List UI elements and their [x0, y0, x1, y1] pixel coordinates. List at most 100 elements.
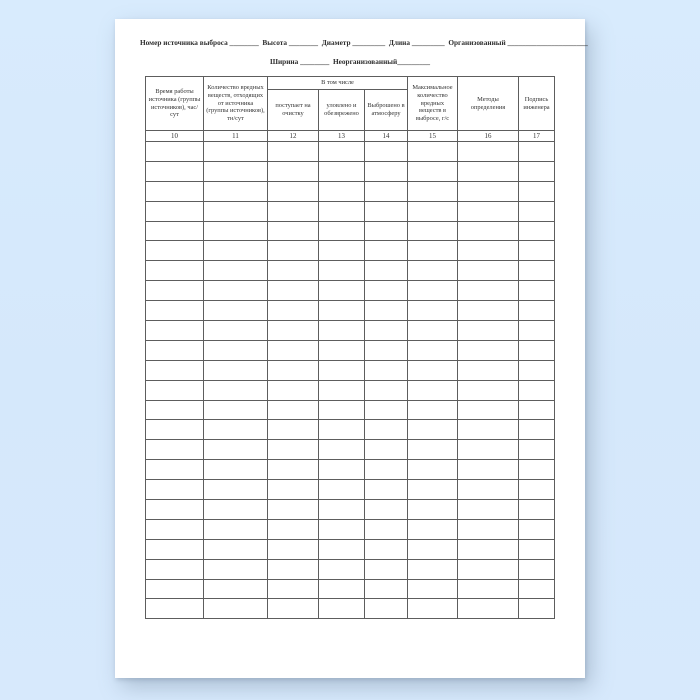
table-cell: [318, 578, 365, 600]
table-row: [145, 578, 555, 600]
table-cell: [318, 459, 365, 481]
table-cell: [267, 479, 319, 501]
table-cell: [145, 518, 204, 540]
table-cell: [318, 240, 365, 262]
table-cell: [364, 479, 408, 501]
table-cell: [318, 499, 365, 520]
table-cell: [145, 538, 204, 560]
table-cell: [518, 419, 555, 441]
table-cell: [203, 459, 268, 481]
table-cell: [407, 141, 458, 162]
table-row: [145, 220, 555, 242]
table-cell: [518, 300, 555, 322]
table-cell: [518, 459, 555, 481]
table-cell: [407, 320, 458, 341]
column-header-work-time: Время работы источника (группы источнико…: [145, 76, 204, 131]
table-header: Время работы источника (группы источнико…: [145, 76, 555, 142]
table-cell: [318, 200, 365, 222]
column-number: 10: [145, 130, 204, 142]
table-row: [145, 558, 555, 580]
table-cell: [457, 160, 519, 182]
table-cell: [203, 180, 268, 202]
table-cell: [457, 419, 519, 441]
column-number: 13: [318, 130, 365, 142]
table-cell: [518, 518, 555, 540]
table-cell: [457, 479, 519, 501]
table-cell: [518, 260, 555, 282]
table-cell: [145, 300, 204, 322]
table-row: [145, 339, 555, 361]
table-cell: [318, 320, 365, 341]
table-cell: [518, 339, 555, 361]
document-page: Номер источника выброса ________ Высота …: [115, 19, 588, 678]
table-cell: [364, 399, 408, 421]
table-cell: [518, 499, 555, 520]
table-cell: [518, 240, 555, 262]
table-cell: [364, 160, 408, 182]
table-cell: [407, 160, 458, 182]
table-cell: [364, 220, 408, 242]
column-number: 16: [457, 130, 519, 142]
table-cell: [203, 518, 268, 540]
table-cell: [267, 300, 319, 322]
table-cell: [457, 578, 519, 600]
table-cell: [267, 419, 319, 441]
table-cell: [518, 160, 555, 182]
table-cell: [203, 359, 268, 381]
table-cell: [457, 180, 519, 202]
table-row: [145, 538, 555, 560]
table-row: [145, 379, 555, 401]
table-cell: [457, 379, 519, 401]
table-cell: [267, 459, 319, 481]
table-cell: [318, 180, 365, 202]
table-cell: [518, 200, 555, 222]
table-cell: [145, 479, 204, 501]
table-cell: [318, 538, 365, 560]
table-cell: [518, 538, 555, 560]
table-row: [145, 240, 555, 262]
table-cell: [203, 538, 268, 560]
table-cell: [203, 339, 268, 361]
table-cell: [407, 240, 458, 262]
table-cell: [364, 578, 408, 600]
table-cell: [267, 499, 319, 520]
table-cell: [407, 300, 458, 322]
table-cell: [457, 141, 519, 162]
table-cell: [457, 280, 519, 302]
table-cell: [364, 459, 408, 481]
table-cell: [364, 359, 408, 381]
table-cell: [457, 359, 519, 381]
table-cell: [145, 419, 204, 441]
emissions-form-table: Время работы источника (группы источнико…: [145, 76, 555, 620]
table-cell: [318, 359, 365, 381]
table-cell: [518, 379, 555, 401]
table-cell: [145, 141, 204, 162]
table-cell: [457, 439, 519, 461]
table-cell: [457, 240, 519, 262]
column-header-to-treatment: поступает на очистку: [267, 89, 319, 131]
header-line-width: Ширина ________ Неорганизованный________…: [269, 57, 431, 66]
table-cell: [364, 499, 408, 520]
table-cell: [267, 260, 319, 282]
table-cell: [318, 518, 365, 540]
table-cell: [203, 141, 268, 162]
table-cell: [267, 558, 319, 580]
table-cell: [364, 320, 408, 341]
table-cell: [364, 339, 408, 361]
table-cell: [457, 260, 519, 282]
table-cell: [203, 240, 268, 262]
table-cell: [267, 598, 319, 620]
table-cell: [318, 419, 365, 441]
table-cell: [457, 538, 519, 560]
table-cell: [457, 320, 519, 341]
table-cell: [267, 538, 319, 560]
table-cell: [318, 260, 365, 282]
table-cell: [364, 280, 408, 302]
table-cell: [364, 598, 408, 620]
table-cell: [364, 538, 408, 560]
table-cell: [457, 399, 519, 421]
table-cell: [145, 558, 204, 580]
table-cell: [518, 479, 555, 501]
table-cell: [203, 200, 268, 222]
table-cell: [407, 419, 458, 441]
